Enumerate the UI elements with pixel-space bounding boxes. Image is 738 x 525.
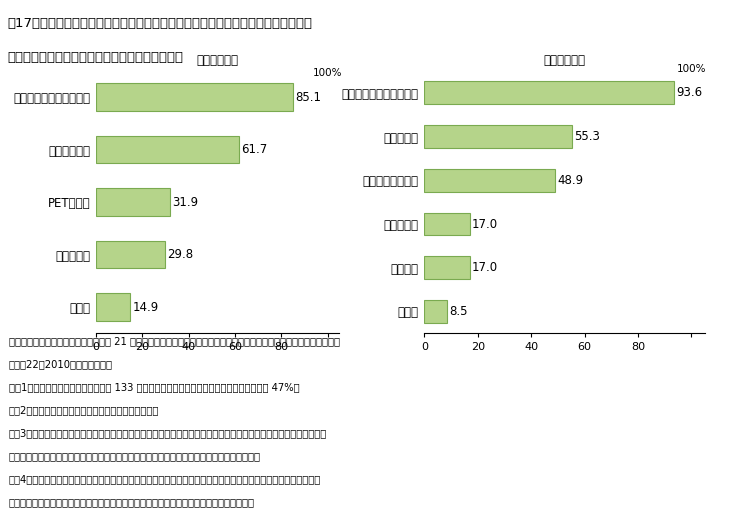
Bar [424,256,470,279]
Bar [424,125,572,148]
Text: 22（2010）年３月公表）: 22（2010）年３月公表） [9,360,113,370]
Bar [96,188,170,216]
Bar [96,136,239,163]
Bar [96,293,131,321]
Text: 61.7: 61.7 [241,143,267,156]
Text: 85.1: 85.1 [295,91,321,103]
Bar [96,83,293,111]
Text: 2）簡易包装化とは外箱、中トレイ、小袋の廃止等: 2）簡易包装化とは外箱、中トレイ、小袋の廃止等 [9,405,159,415]
Text: 図17　飲食料品製造・販売事業者等による食品容器包装のリデュース・リユース・: 図17 飲食料品製造・販売事業者等による食品容器包装のリデュース・リユース・ [7,17,312,30]
Title: （取組内容）: （取組内容） [544,54,585,67]
Text: たたみやすい工夫、はがしやすいラベル等の分別しやすい工夫、透明ボトルへの変更等: たたみやすい工夫、はがしやすいラベル等の分別しやすい工夫、透明ボトルへの変更等 [9,451,261,461]
Text: 3）容易リサイクル化とは、容易にリサイクルできるよう、複合素材から単一素材への変更、ミシン目を入れる、: 3）容易リサイクル化とは、容易にリサイクルできるよう、複合素材から単一素材への変… [9,428,327,438]
Text: 4）その他は、環境に配慮した容器包装設計指針の策定、バイオマス製品の採用、再生材の利用、はかり売り、: 4）その他は、環境に配慮した容器包装設計指針の策定、バイオマス製品の採用、再生材… [9,474,321,484]
Text: 再生可能原料にするための（石油を使用しない）容器変更、輸送時の環境負荷低減等: 再生可能原料にするための（石油を使用しない）容器変更、輸送時の環境負荷低減等 [9,497,255,507]
Text: 55.3: 55.3 [574,130,600,143]
Bar [424,213,470,235]
Text: 注：1）飲食料品製造・販売事業者等 133 社を対象として実施したアンケート調査（回収率 47%）: 注：1）飲食料品製造・販売事業者等 133 社を対象として実施したアンケート調査… [9,382,300,392]
Bar [96,241,165,268]
Text: 100%: 100% [677,65,706,75]
Text: 14.9: 14.9 [132,301,159,313]
Text: 31.9: 31.9 [172,196,198,208]
Text: 資料：（財）食品産業センター「平成 21 年度容器包装廃棄物排出抑制及びリターナブル容器利用等調査報告書」（平成: 資料：（財）食品産業センター「平成 21 年度容器包装廃棄物排出抑制及びリターナ… [9,337,340,347]
Text: 100%: 100% [313,68,342,78]
Text: 17.0: 17.0 [472,261,498,274]
Bar [424,300,447,323]
Bar [424,81,675,104]
Title: （取組素材）: （取組素材） [197,54,238,67]
Text: 29.8: 29.8 [167,248,193,261]
Bar [424,169,555,192]
Text: 17.0: 17.0 [472,217,498,230]
Text: 8.5: 8.5 [449,305,468,318]
Text: リサイクルの取組素材・内容（複数回答）: リサイクルの取組素材・内容（複数回答） [7,51,183,64]
Text: 48.9: 48.9 [557,174,583,187]
Text: 93.6: 93.6 [677,86,703,99]
